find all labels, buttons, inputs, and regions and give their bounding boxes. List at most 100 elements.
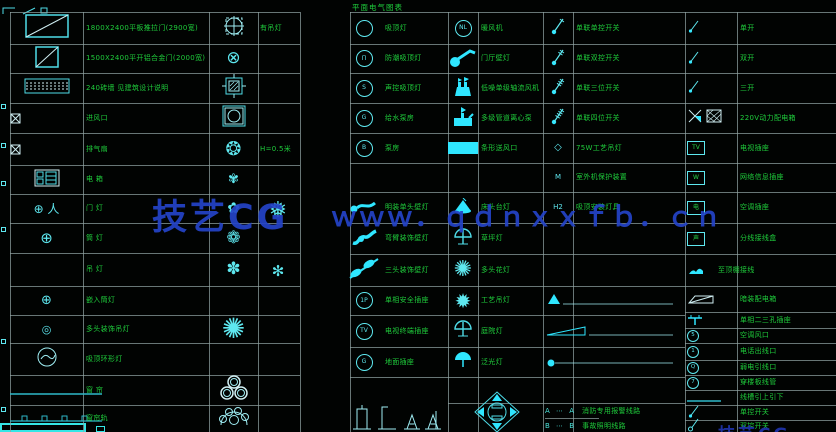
legend-label-cell: 窗 帘 [86,375,208,405]
legend-label-cell: 防潮吸顶灯 [385,44,447,73]
grid-line-horizontal [685,390,836,391]
grid-line-horizontal [448,403,685,404]
legend-label: 暖风机 [481,23,503,32]
small-circle-symbol-icon: 7 [687,376,699,389]
line-type-row: A ⋯ A 消防专用报警线路 [545,405,685,418]
legend-label-cell: 电 箱 [86,165,208,194]
legend-label-cell: 单相二三孔插座 [740,312,834,328]
door-elevation-symbols [352,397,442,432]
legend-label: 多头花灯 [481,265,511,274]
legend-symbol-cell [545,286,685,315]
edge-symbol-fragment [1,104,6,109]
legend-label: 吊 灯 [86,265,104,273]
grid-line-horizontal [350,192,836,193]
legend-symbol-cell [209,103,258,133]
legend-label-cell: 低噪单级轴流风机 [481,73,541,103]
sw1-icon [549,15,567,41]
legend-label-cell: 240砖墙 见建筑设计说明 [86,73,208,103]
legend-symbol-cell: ❂ [209,133,258,165]
legend-label: 单相二三孔插座 [740,315,792,324]
watermark: 技艺CG ｗｗｗ．ｑｄｎｘｘｆｂ．ｃｎ [152,189,722,240]
grid-line-horizontal [10,253,300,254]
legend-label: 吸顶环形灯 [86,354,123,363]
legend-label: H=0.5米 [260,144,292,153]
dotLine-icon [545,353,675,372]
grid-line-vertical [10,12,11,432]
legend-label-cell: 空调风口 [740,328,834,343]
legend-label-cell: 1800X2400平板推拉门(2900宽) [86,12,208,44]
legend-label-cell: 庭院灯 [481,315,541,347]
legend-symbol-cell [10,405,102,432]
grid-line-vertical [573,12,574,432]
small-circle-symbol-icon: 5 [687,329,699,342]
legend-label: 75W工艺吊灯 [576,143,622,152]
boxX-icon [10,109,21,128]
legend-label: 门厅壁灯 [481,54,511,62]
legend-label: 有吊灯 [260,23,282,32]
legend-label: 单相安全插座 [385,296,429,304]
box-symbol-icon: 电 [687,200,705,215]
legend-label-cell: 吊 灯 [86,253,208,286]
box-symbol-icon: TV [687,141,705,155]
legend-symbol-cell [544,44,572,73]
left-sym2-icon: ✺ [221,312,246,345]
legend-label: 空调插座 [740,203,770,211]
legend-label-cell: 单开 [740,12,834,44]
legend-label-cell: 空调插座 [740,192,834,223]
legend-label-cell: 草坪灯 [481,223,541,254]
grid-line-horizontal [10,223,300,224]
legend-label: 单联四位开关 [576,113,620,122]
legend-symbol-cell: S [351,73,377,103]
legend-label: 多头装饰吊灯 [86,324,130,333]
legend-label-cell: 排气扇 [86,133,208,165]
legend-label-cell: 双控开关 [740,420,834,432]
legend-label: 床头台灯 [481,203,511,211]
legend-symbol-cell [687,286,727,312]
grid-line-vertical [685,12,686,432]
legend-label: 分线接线盒 [740,234,777,242]
legend-symbol-cell [209,375,258,405]
plugT-icon [687,311,703,330]
legend-symbol-cell: ✹ [448,286,478,315]
legend-label: 吸顶灯 [385,23,407,32]
legend-symbol-cell [687,405,727,420]
legend-label-cell: 电视插座 [740,133,834,163]
left-sym2-icon: ❂ [225,137,242,160]
legend-label: 声控吸顶灯 [385,83,422,92]
legend-label-cell: 床头台灯 [481,192,541,223]
grid-line-horizontal [350,73,836,74]
legend-symbol-cell [448,44,478,73]
line-type-label: A ⋯ A [545,407,577,415]
legend-label: 泛光灯 [481,357,503,366]
grid-line-vertical [209,12,210,432]
legend-symbol-cell [687,73,733,103]
grid-line-horizontal [10,315,300,316]
compass-diamond-symbol [474,391,520,432]
legend-label-cell: 多级管道离心泵 [481,103,541,133]
legend-label: 1800X2400平板推拉门(2900宽) [86,23,199,32]
legend-symbol-cell: H2 [544,192,572,223]
legend-label-cell: 单联单控开关 [576,12,682,44]
legend-symbol-cell [10,343,83,375]
box-symbol-icon: 声 [687,231,705,246]
left-sym1-icon: ⊕ [40,228,53,247]
legend-symbol-cell [687,390,727,405]
legend-symbol-cell [448,133,478,163]
legend-label: 庭院灯 [481,326,503,335]
legend-label-cell: 电视终端插座 [385,315,447,347]
umbrella-icon [453,227,473,250]
legend-label: 单开 [740,23,755,32]
legend-label: 240砖墙 见建筑设计说明 [86,83,169,92]
legend-label: 单联三位开关 [576,83,620,92]
grid-line-vertical [83,12,84,432]
legend-label-cell: 线槽引上引下 [740,390,834,405]
legend-label-cell: 单相安全插座 [385,286,447,315]
legend-label: 嵌入筒灯 [86,296,116,304]
legend-symbol-cell [448,315,478,347]
fanCircles-icon [217,405,251,432]
left-extra-icon: ✻ [271,262,285,280]
text-symbol: M [554,173,562,181]
circle-symbol-icon: G [355,109,373,127]
legend-symbol-cell [545,347,685,377]
